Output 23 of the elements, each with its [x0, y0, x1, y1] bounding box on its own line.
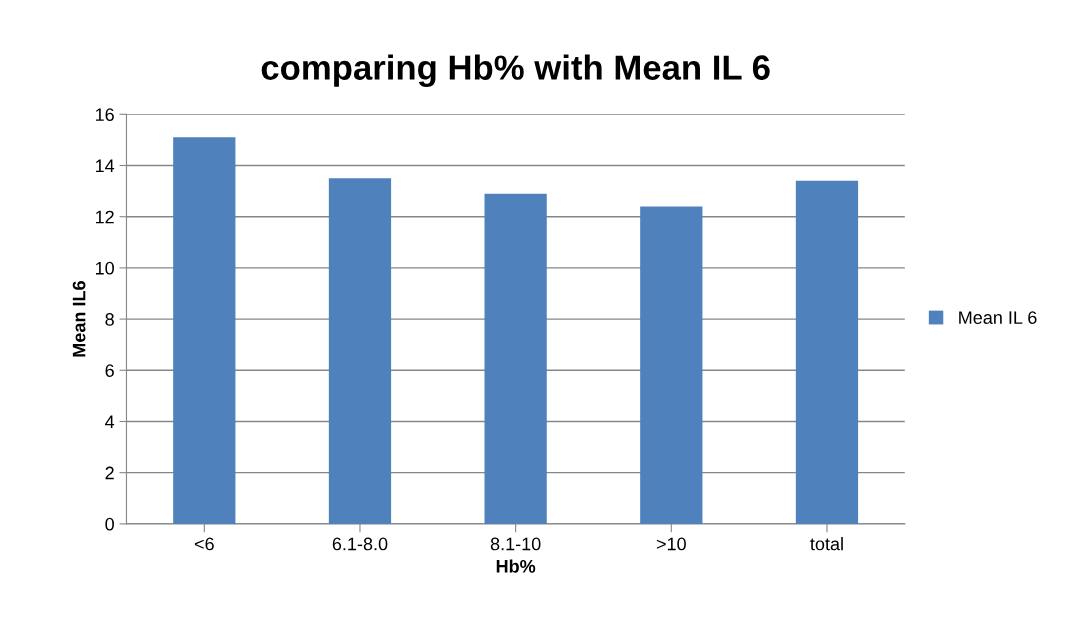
bar	[173, 137, 236, 524]
y-axis-title: Mean IL6	[72, 281, 86, 357]
x-tick-label: 6.1-8.0	[332, 537, 388, 551]
y-tick-label: 16	[95, 108, 114, 122]
y-tick-label: 8	[105, 313, 114, 326]
x-tick-label: >10	[656, 537, 686, 551]
y-tick-label: 4	[105, 415, 115, 429]
y-tick-label: 14	[95, 159, 115, 173]
bar	[795, 180, 859, 524]
x-tick-label: total	[810, 537, 843, 551]
y-tick-label: 10	[95, 261, 114, 275]
y-tick-label: 6	[105, 364, 114, 377]
y-tick-label: 0	[105, 517, 114, 531]
bar	[640, 206, 703, 524]
x-axis-title: Hb%	[496, 559, 536, 573]
x-tick-label: <6	[194, 537, 214, 551]
legend-label: Mean IL 6	[959, 311, 1037, 324]
y-tick-label: 12	[95, 210, 114, 224]
x-tick-label: 8.1-10	[490, 537, 541, 551]
bar	[484, 193, 547, 524]
bar	[328, 178, 392, 524]
chart-title: comparing Hb% with Mean IL 6	[261, 54, 770, 87]
y-tick-label: 2	[105, 466, 114, 480]
